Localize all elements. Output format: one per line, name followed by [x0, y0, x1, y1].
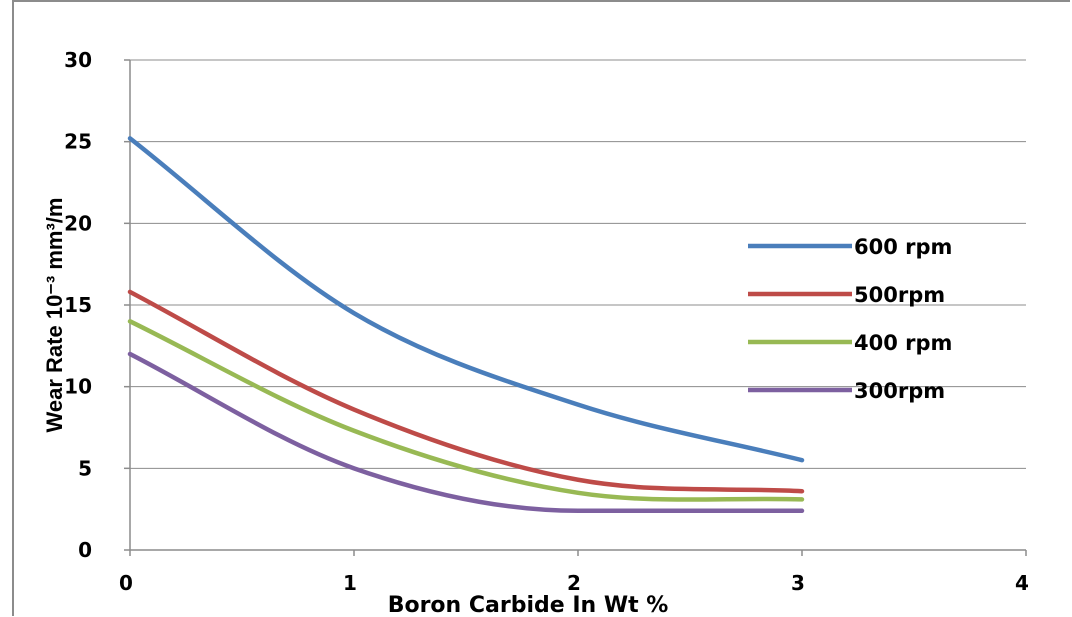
- series-line-0: [127, 136, 805, 463]
- x-tick-label-3: 3: [791, 571, 805, 595]
- series-line-3: [127, 351, 805, 514]
- x-tick-label-1: 1: [343, 571, 357, 595]
- axes: [124, 59, 1027, 556]
- y-tick-label-3: 15: [64, 293, 92, 317]
- y-tick-label-1: 5: [78, 456, 92, 480]
- x-tick-label-0: 0: [119, 571, 133, 595]
- y-tick-label-2: 10: [64, 375, 92, 399]
- y-tick-label-0: 0: [78, 538, 92, 562]
- legend-label-2: 400 rpm: [854, 331, 952, 355]
- series-line-2: [127, 319, 805, 502]
- x-tick-labels: 0 1 2 3 4: [119, 571, 1029, 595]
- series-line-1: [127, 289, 805, 494]
- y-tick-label-4: 20: [64, 211, 92, 235]
- y-tick-label-5: 25: [64, 130, 92, 154]
- gridlines: [130, 59, 1026, 469]
- series-lines: [127, 136, 805, 514]
- y-tick-label-6: 30: [64, 48, 92, 72]
- x-tick-label-4: 4: [1015, 571, 1029, 595]
- y-axis-title: Wear Rate 10⁻³ mm³/m: [42, 198, 67, 433]
- chart-frame: [12, 0, 1070, 616]
- legend-label-0: 600 rpm: [854, 235, 952, 259]
- legend-label-1: 500rpm: [854, 283, 945, 307]
- x-axis-title: Boron Carbide In Wt %: [388, 593, 669, 617]
- x-tick-label-2: 2: [567, 571, 581, 595]
- legend-label-3: 300rpm: [854, 379, 945, 403]
- legend: 600 rpm 500rpm 400 rpm 300rpm: [748, 235, 952, 403]
- y-tick-labels: 0 5 10 15 20 25 30: [64, 48, 92, 562]
